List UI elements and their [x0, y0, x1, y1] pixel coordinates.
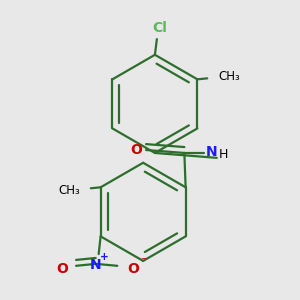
- Text: O: O: [56, 262, 68, 276]
- Text: +: +: [100, 252, 109, 262]
- Text: CH₃: CH₃: [218, 70, 240, 83]
- Text: ⁻: ⁻: [140, 256, 146, 266]
- Text: O: O: [130, 143, 142, 157]
- Text: Cl: Cl: [152, 21, 167, 35]
- Text: O: O: [127, 262, 139, 276]
- Text: N: N: [90, 258, 101, 272]
- Text: N: N: [206, 145, 218, 159]
- Text: H: H: [219, 148, 228, 161]
- Text: CH₃: CH₃: [58, 184, 80, 197]
